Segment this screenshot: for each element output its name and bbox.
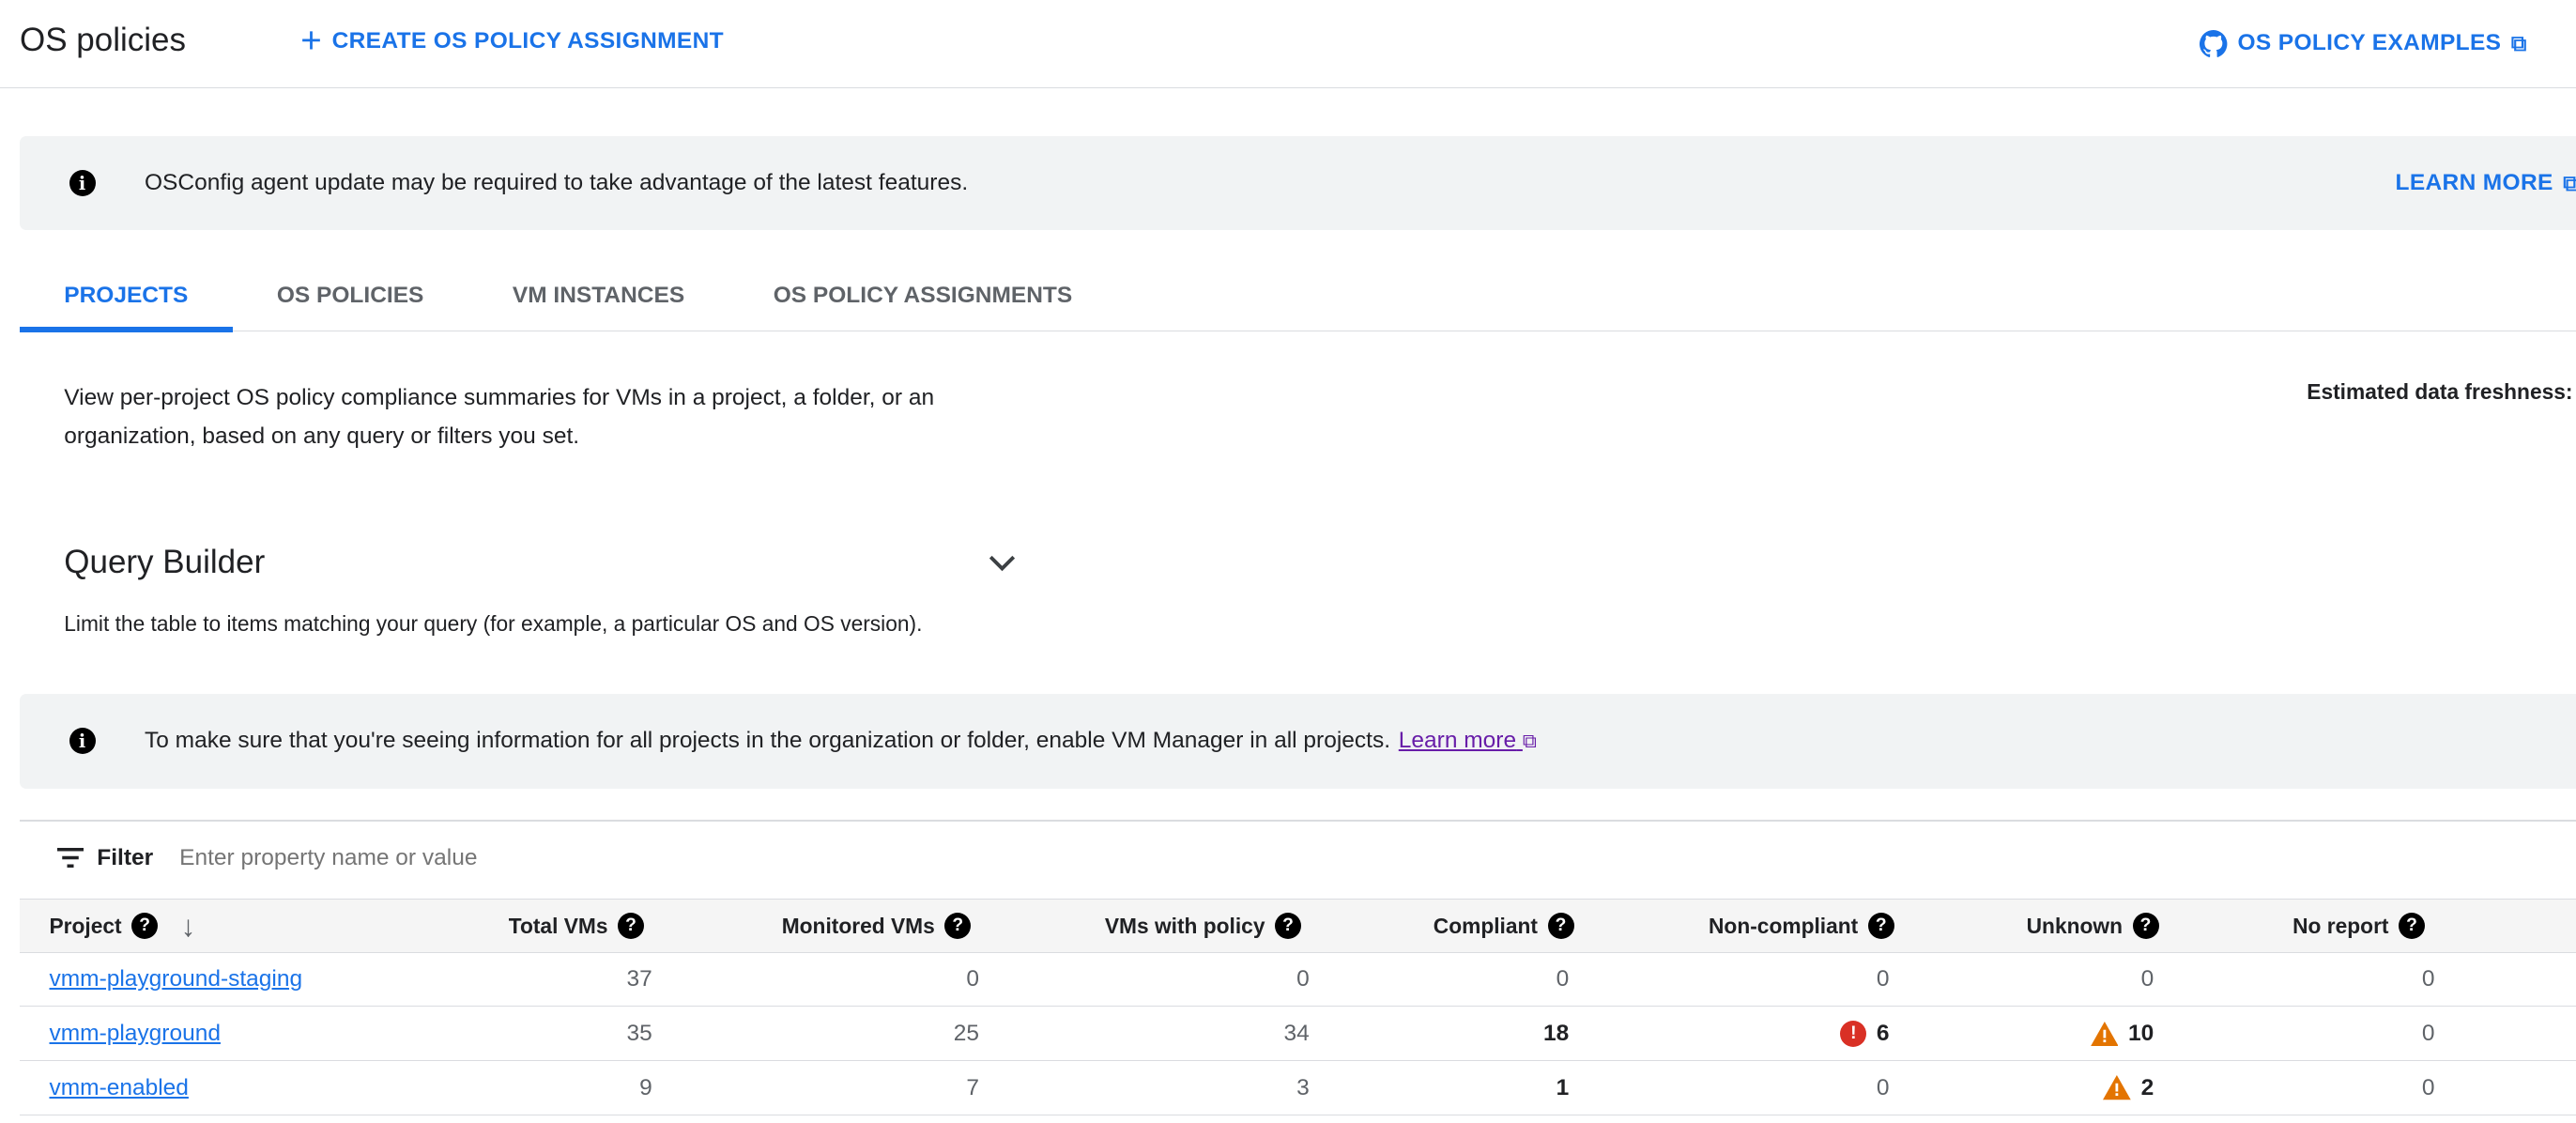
cell-monitored: 25 bbox=[953, 1020, 979, 1046]
table-row: vmm-enabled 9 7 3 1 0 2 0 bbox=[20, 1062, 2576, 1115]
page-description: View per-project OS policy compliance su… bbox=[64, 385, 935, 449]
filter-input[interactable] bbox=[176, 842, 840, 873]
create-os-policy-assignment-button[interactable]: + CREATE OS POLICY ASSIGNMENT bbox=[300, 20, 724, 61]
cell-total: 9 bbox=[639, 1074, 652, 1100]
help-icon[interactable]: ? bbox=[1547, 913, 1574, 940]
table-row: vmm-playground-staging 37 0 0 0 0 0 0 bbox=[20, 953, 2576, 1007]
help-icon[interactable]: ? bbox=[1275, 913, 1301, 940]
learn-more-link[interactable]: Learn more ⧉ bbox=[1398, 728, 1537, 754]
column-header-monitored-vms[interactable]: Monitored VMs? bbox=[782, 900, 972, 952]
external-link-icon: ⧉ bbox=[2510, 30, 2527, 55]
help-icon[interactable]: ? bbox=[618, 913, 644, 940]
info-icon: i bbox=[69, 170, 96, 197]
column-header-unknown[interactable]: Unknown? bbox=[2027, 900, 2159, 952]
help-icon[interactable]: ? bbox=[131, 913, 159, 940]
tab-vm-instances[interactable]: VM INSTANCES bbox=[512, 283, 685, 308]
column-header-compliant[interactable]: Compliant? bbox=[1434, 900, 1574, 952]
external-link-icon: ⧉ bbox=[2563, 171, 2576, 196]
project-link[interactable]: vmm-enabled bbox=[49, 1074, 189, 1100]
filter-bar: Filter bbox=[57, 842, 840, 873]
cell-non-compliant: ! 6 bbox=[1840, 1008, 1890, 1060]
warning-icon bbox=[2090, 1021, 2119, 1046]
external-link-icon: ⧉ bbox=[1522, 731, 1537, 753]
github-icon bbox=[2200, 29, 2228, 57]
column-header-no-report[interactable]: No report? bbox=[2292, 900, 2425, 952]
cell-unknown: 2 bbox=[2103, 1062, 2154, 1115]
table-header: Project? ↓ Total VMs? Monitored VMs? VMs … bbox=[20, 899, 2576, 954]
query-builder-title: Query Builder bbox=[64, 544, 266, 581]
column-header-vms-with-policy[interactable]: VMs with policy? bbox=[1105, 900, 1301, 952]
cell-non-compliant: 0 bbox=[1876, 1074, 1890, 1100]
cell-compliant: 18 bbox=[1542, 1020, 1570, 1046]
column-header-project[interactable]: Project? ↓ bbox=[49, 908, 196, 943]
cell-non-compliant: 0 bbox=[1876, 966, 1890, 992]
cell-unknown: 0 bbox=[2140, 966, 2154, 992]
tab-bar: PROJECTS OS POLICIES VM INSTANCES OS POL… bbox=[20, 263, 2576, 332]
cell-monitored: 0 bbox=[966, 966, 979, 992]
cell-total: 37 bbox=[626, 966, 652, 992]
cell-no-report: 0 bbox=[2421, 1074, 2435, 1100]
project-link[interactable]: vmm-playground bbox=[49, 1020, 221, 1046]
help-icon[interactable]: ? bbox=[1867, 913, 1894, 940]
cell-unknown: 10 bbox=[2090, 1008, 2154, 1060]
sort-descending-icon[interactable]: ↓ bbox=[180, 908, 196, 943]
banner-text: To make sure that you're seeing informat… bbox=[145, 728, 1391, 754]
help-icon[interactable]: ? bbox=[2399, 913, 2425, 940]
query-builder-subtitle: Limit the table to items matching your q… bbox=[64, 611, 923, 636]
warning-icon bbox=[2103, 1075, 2132, 1100]
learn-more-link[interactable]: LEARN MORE ⧉ bbox=[2396, 170, 2576, 196]
filter-label: Filter bbox=[97, 844, 154, 870]
chevron-down-icon[interactable] bbox=[986, 552, 1019, 576]
banner-text: OSConfig agent update may be required to… bbox=[145, 170, 969, 196]
cell-with-policy: 34 bbox=[1283, 1020, 1310, 1046]
table-row: vmm-playground 35 25 34 18 ! 6 10 0 bbox=[20, 1008, 2576, 1061]
tab-os-policies[interactable]: OS POLICIES bbox=[276, 283, 424, 308]
cell-monitored: 7 bbox=[966, 1074, 979, 1100]
os-policy-examples-link[interactable]: OS POLICY EXAMPLES ⧉ bbox=[2200, 29, 2527, 58]
cell-compliant: 0 bbox=[1556, 966, 1570, 992]
error-icon: ! bbox=[1840, 1020, 1867, 1047]
cell-no-report: 0 bbox=[2421, 1020, 2435, 1046]
cell-no-report: 0 bbox=[2421, 966, 2435, 992]
project-link[interactable]: vmm-playground-staging bbox=[49, 966, 303, 992]
page-title: OS policies bbox=[20, 21, 187, 58]
info-icon: i bbox=[69, 728, 96, 755]
data-freshness-label: Estimated data freshness: bbox=[2307, 379, 2573, 405]
help-icon[interactable]: ? bbox=[944, 913, 972, 940]
plus-icon: + bbox=[300, 20, 323, 61]
cell-compliant: 1 bbox=[1556, 1074, 1570, 1100]
agent-update-banner: i OSConfig agent update may be required … bbox=[20, 136, 2576, 230]
cell-total: 35 bbox=[626, 1020, 652, 1046]
help-icon[interactable]: ? bbox=[2132, 913, 2159, 940]
cell-with-policy: 0 bbox=[1296, 966, 1310, 992]
tab-projects[interactable]: PROJECTS bbox=[20, 263, 234, 332]
cell-with-policy: 3 bbox=[1296, 1074, 1310, 1100]
divider bbox=[20, 820, 2576, 822]
tab-os-policy-assignments[interactable]: OS POLICY ASSIGNMENTS bbox=[773, 283, 1073, 308]
column-header-total-vms[interactable]: Total VMs? bbox=[509, 900, 644, 952]
vm-manager-banner: i To make sure that you're seeing inform… bbox=[20, 693, 2576, 789]
column-header-non-compliant[interactable]: Non-compliant? bbox=[1709, 900, 1894, 952]
page-header: OS policies + CREATE OS POLICY ASSIGNMEN… bbox=[0, 0, 2576, 88]
filter-icon bbox=[57, 848, 84, 868]
